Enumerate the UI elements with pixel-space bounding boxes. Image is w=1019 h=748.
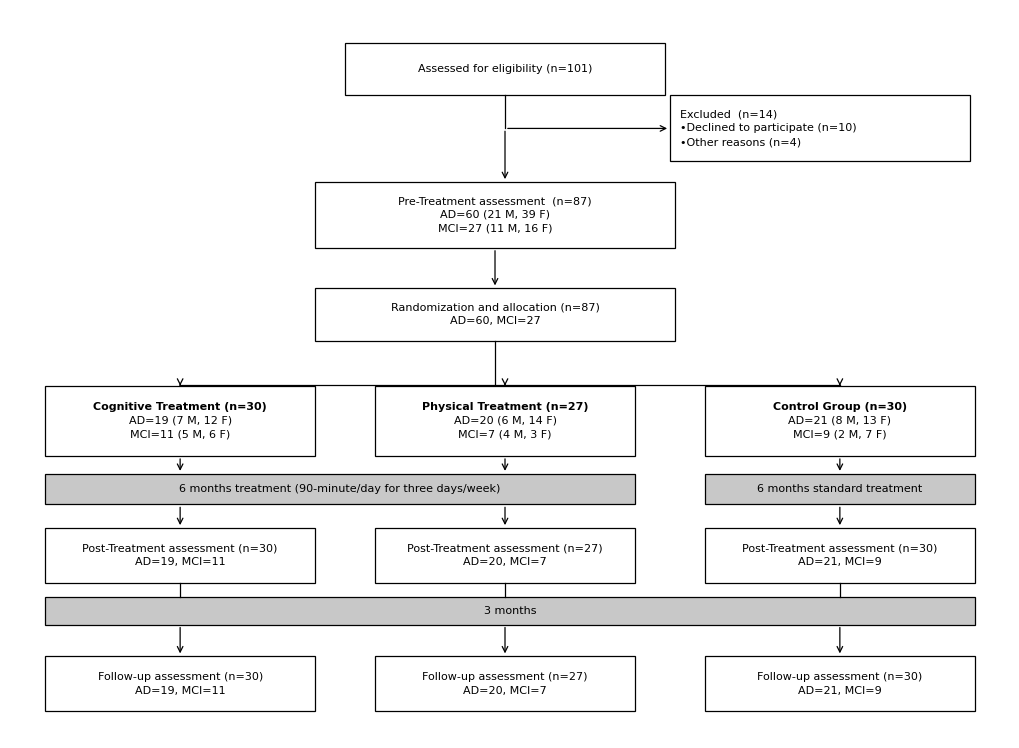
- Text: Physical Treatment (n=27): Physical Treatment (n=27): [421, 402, 588, 412]
- FancyBboxPatch shape: [45, 656, 315, 711]
- Text: AD=60 (21 M, 39 F): AD=60 (21 M, 39 F): [439, 210, 549, 220]
- Text: 6 months treatment (90-minute/day for three days/week): 6 months treatment (90-minute/day for th…: [179, 484, 500, 494]
- Text: AD=20, MCI=7: AD=20, MCI=7: [463, 557, 546, 567]
- Text: Follow-up assessment (n=30): Follow-up assessment (n=30): [98, 672, 263, 682]
- Text: 3 months: 3 months: [483, 606, 536, 616]
- FancyBboxPatch shape: [669, 96, 969, 162]
- Text: AD=19, MCI=11: AD=19, MCI=11: [135, 685, 225, 696]
- FancyBboxPatch shape: [45, 597, 974, 625]
- FancyBboxPatch shape: [315, 182, 675, 248]
- Text: •Declined to participate (n=10): •Declined to participate (n=10): [680, 123, 856, 133]
- Text: MCI=7 (4 M, 3 F): MCI=7 (4 M, 3 F): [458, 429, 551, 440]
- FancyBboxPatch shape: [344, 43, 664, 96]
- Text: •Other reasons (n=4): •Other reasons (n=4): [680, 137, 800, 147]
- Text: AD=60, MCI=27: AD=60, MCI=27: [449, 316, 540, 326]
- Text: Control Group (n=30): Control Group (n=30): [772, 402, 906, 412]
- FancyBboxPatch shape: [704, 473, 974, 504]
- FancyBboxPatch shape: [704, 656, 974, 711]
- FancyBboxPatch shape: [704, 386, 974, 456]
- Text: AD=21, MCI=9: AD=21, MCI=9: [797, 685, 880, 696]
- Text: Pre-Treatment assessment  (n=87): Pre-Treatment assessment (n=87): [397, 196, 591, 206]
- Text: AD=21 (8 M, 13 F): AD=21 (8 M, 13 F): [788, 416, 891, 426]
- FancyBboxPatch shape: [375, 656, 634, 711]
- Text: AD=20, MCI=7: AD=20, MCI=7: [463, 685, 546, 696]
- FancyBboxPatch shape: [315, 288, 675, 341]
- Text: 6 months standard treatment: 6 months standard treatment: [756, 484, 921, 494]
- FancyBboxPatch shape: [45, 473, 634, 504]
- Text: Randomization and allocation (n=87): Randomization and allocation (n=87): [390, 303, 599, 313]
- FancyBboxPatch shape: [704, 528, 974, 583]
- Text: AD=20 (6 M, 14 F): AD=20 (6 M, 14 F): [453, 416, 556, 426]
- Text: Post-Treatment assessment (n=27): Post-Treatment assessment (n=27): [407, 544, 602, 554]
- Text: Excluded  (n=14): Excluded (n=14): [680, 110, 776, 120]
- Text: Post-Treatment assessment (n=30): Post-Treatment assessment (n=30): [83, 544, 277, 554]
- Text: AD=19, MCI=11: AD=19, MCI=11: [135, 557, 225, 567]
- Text: Follow-up assessment (n=27): Follow-up assessment (n=27): [422, 672, 587, 682]
- FancyBboxPatch shape: [375, 528, 634, 583]
- Text: MCI=9 (2 M, 7 F): MCI=9 (2 M, 7 F): [793, 429, 886, 440]
- FancyBboxPatch shape: [45, 386, 315, 456]
- Text: AD=19 (7 M, 12 F): AD=19 (7 M, 12 F): [128, 416, 231, 426]
- FancyBboxPatch shape: [45, 528, 315, 583]
- Text: MCI=11 (5 M, 6 F): MCI=11 (5 M, 6 F): [129, 429, 230, 440]
- Text: AD=21, MCI=9: AD=21, MCI=9: [797, 557, 880, 567]
- Text: Follow-up assessment (n=30): Follow-up assessment (n=30): [756, 672, 921, 682]
- FancyBboxPatch shape: [375, 386, 634, 456]
- Text: Cognitive Treatment (n=30): Cognitive Treatment (n=30): [93, 402, 267, 412]
- Text: Post-Treatment assessment (n=30): Post-Treatment assessment (n=30): [742, 544, 936, 554]
- Text: MCI=27 (11 M, 16 F): MCI=27 (11 M, 16 F): [437, 224, 551, 233]
- Text: Assessed for eligibility (n=101): Assessed for eligibility (n=101): [418, 64, 592, 74]
